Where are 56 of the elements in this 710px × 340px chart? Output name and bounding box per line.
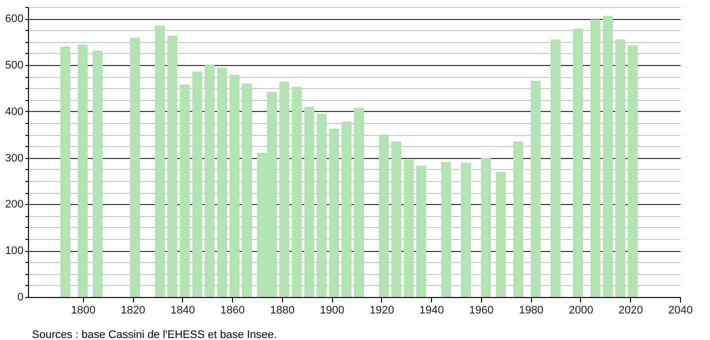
bar (530, 80, 541, 297)
bar (391, 142, 402, 297)
x-tick-label: 1900 (320, 304, 344, 316)
bar (513, 142, 524, 297)
bar (441, 162, 452, 297)
bar (292, 86, 302, 297)
y-tick-label: 400 (5, 106, 24, 118)
x-tick-label: 1860 (220, 304, 245, 316)
bar (550, 39, 561, 297)
bar (572, 28, 583, 297)
bar (316, 114, 327, 297)
x-tick-label: 1800 (71, 304, 96, 316)
y-tick-label: 100 (5, 245, 24, 258)
x-tick-label: 1980 (518, 304, 544, 316)
bar (78, 44, 88, 297)
bar (60, 46, 70, 297)
y-tick-label: 200 (5, 198, 24, 211)
bar (242, 84, 252, 297)
bar (460, 162, 471, 297)
x-tick-label: 1820 (120, 304, 146, 316)
bar (354, 108, 364, 297)
y-tick-label: 300 (5, 152, 24, 164)
bar (192, 71, 202, 297)
x-tick-label: 1840 (170, 304, 196, 316)
bar (279, 82, 290, 297)
bar (304, 106, 314, 297)
bar (230, 74, 240, 297)
bar (92, 50, 103, 297)
source-note: Sources : base Cassini de l'EHESS et base Insee. (31, 329, 278, 340)
y-tick-label: 500 (5, 60, 24, 72)
bar (167, 36, 178, 297)
y-tick-label: 600 (5, 13, 24, 26)
x-tick-label: 1880 (270, 304, 295, 316)
bar (378, 134, 389, 297)
bar (416, 166, 426, 297)
x-tick-label: 2000 (568, 304, 594, 316)
bar (496, 172, 506, 297)
x-tick-label: 1960 (469, 304, 494, 316)
bar (628, 46, 638, 297)
bar (590, 20, 600, 297)
bar (342, 122, 352, 297)
bar (329, 128, 340, 297)
x-tick-label: 2040 (668, 304, 693, 316)
bar (404, 160, 414, 297)
bar (480, 158, 491, 297)
bar (615, 39, 626, 297)
bar (180, 84, 190, 297)
bar (204, 64, 215, 297)
bar (602, 16, 613, 297)
bar (154, 26, 165, 297)
x-tick-label: 2020 (618, 304, 643, 316)
x-tick-label: 1920 (370, 304, 394, 316)
y-tick-label: 0 (17, 292, 24, 304)
bar (217, 68, 228, 297)
bar (130, 38, 140, 297)
x-tick-label: 1940 (419, 304, 444, 316)
